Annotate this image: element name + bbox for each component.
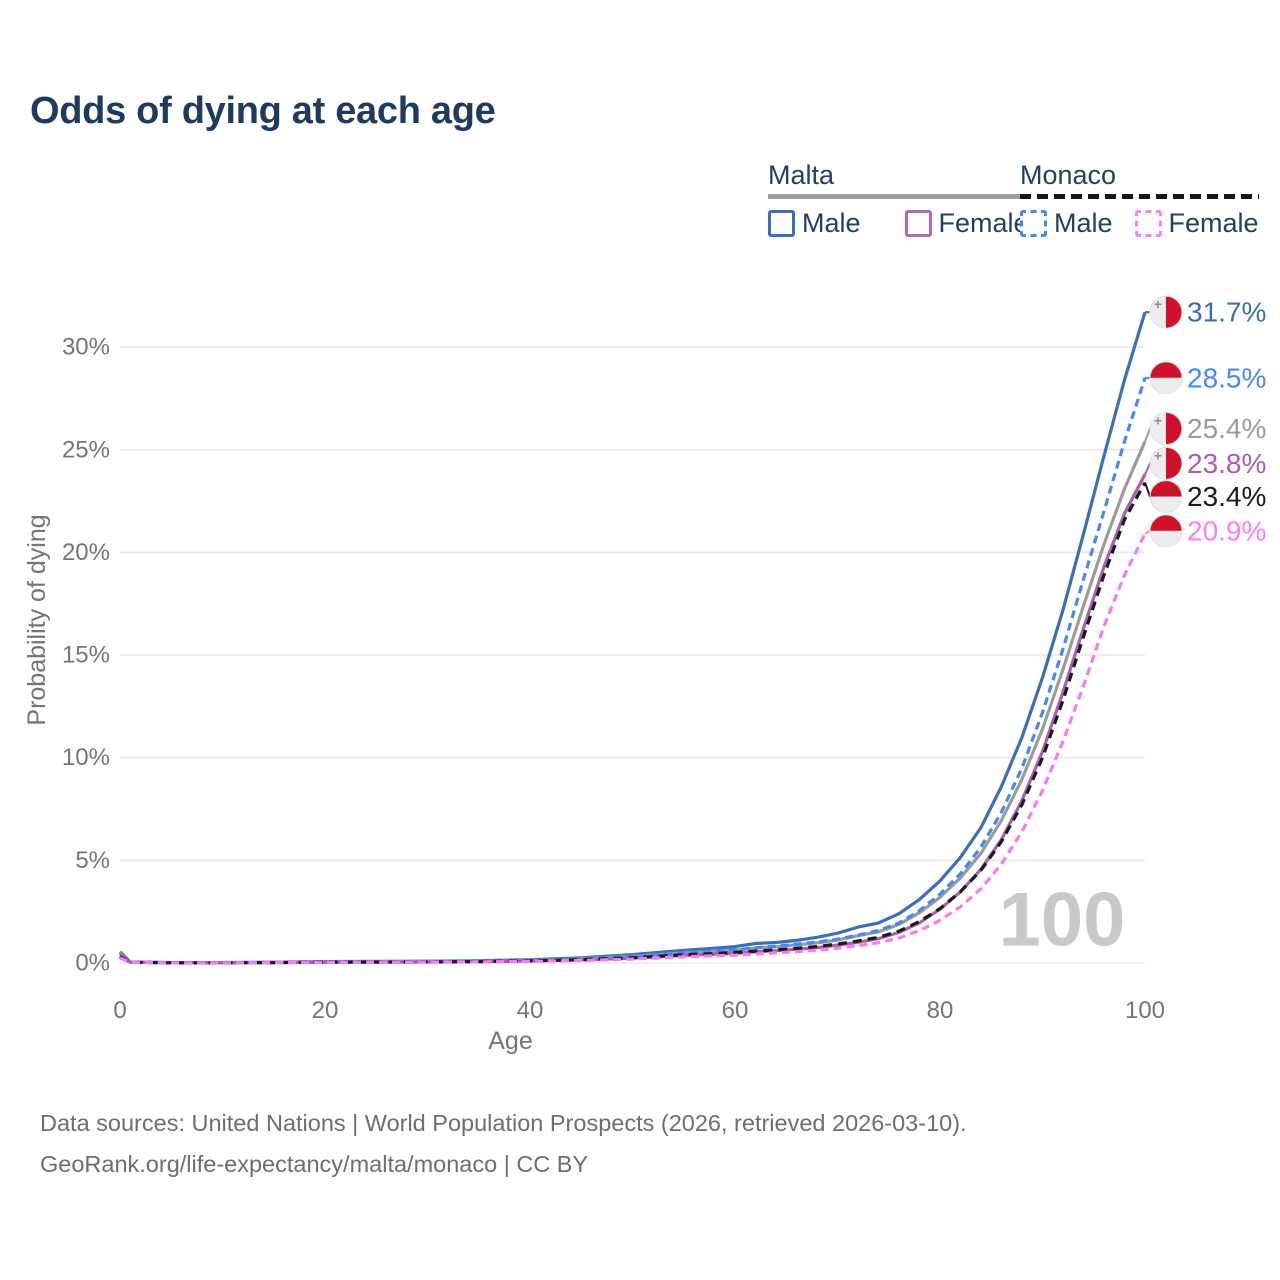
legend-group-malta: Malta Male Female <box>768 160 1029 239</box>
malta-flag-icon <box>1166 296 1182 329</box>
malta-flag-icon <box>1150 296 1166 329</box>
flag-edge <box>1149 480 1183 514</box>
monaco-flag-icon <box>1150 480 1182 497</box>
y-tick-10%: 10% <box>62 744 110 771</box>
data-sources-line: Data sources: United Nations | World Pop… <box>40 1110 967 1136</box>
series-end-label-malta-male: 31.7% <box>1187 297 1266 328</box>
legend-swatch-malta-female[interactable] <box>904 209 932 237</box>
y-tick-25%: 25% <box>62 436 110 463</box>
age-watermark: 100 <box>999 878 1126 963</box>
legend-label-monaco-female: Female <box>1168 207 1259 238</box>
malta-flag-icon <box>1166 447 1182 480</box>
malta-cross-icon: + <box>1154 447 1162 463</box>
legend-country-malta: Malta <box>768 160 835 190</box>
legend-swatch-monaco-female[interactable] <box>1134 209 1162 237</box>
x-tick-0: 0 <box>113 997 126 1024</box>
legend-label-malta-male: Male <box>802 207 861 238</box>
y-axis-title: Probability of dying <box>23 514 51 725</box>
legend-country-monaco: Monaco <box>1020 160 1117 190</box>
x-tick-20: 20 <box>312 997 339 1024</box>
flag-edge <box>1149 295 1183 329</box>
legend-item-monaco-female[interactable]: Female <box>1134 207 1259 239</box>
series-end-label-malta-female: 23.8% <box>1187 448 1266 479</box>
monaco-flag-icon <box>1150 496 1182 513</box>
y-tick-20%: 20% <box>62 539 110 566</box>
legend-line-sample-monaco <box>1020 193 1259 199</box>
source-url-line: GeoRank.org/life-expectancy/malta/monaco… <box>40 1151 589 1177</box>
monaco-flag-icon <box>1150 377 1182 394</box>
series-line-malta-female <box>118 473 1147 965</box>
series-line-monaco-female <box>119 533 1147 965</box>
legend-item-malta-female[interactable]: Female <box>904 207 1029 239</box>
y-tick-15%: 15% <box>62 642 110 669</box>
x-tick-100: 100 <box>1125 997 1165 1024</box>
legend-item-malta-male[interactable]: Male <box>768 208 861 239</box>
series-end-label-monaco-male: 28.5% <box>1187 362 1266 393</box>
series-end-label-monaco-both: 23.4% <box>1187 481 1266 512</box>
series-line-monaco-male <box>119 377 1147 965</box>
legend-swatch-monaco-male[interactable] <box>1020 209 1047 237</box>
y-tick-5%: 5% <box>75 847 110 874</box>
legend-label-malta-female: Female <box>938 207 1029 238</box>
legend-group-monaco: Monaco Male Female <box>1020 160 1259 239</box>
malta-cross-icon: + <box>1154 413 1162 429</box>
attribution-footer: Data sources: United Nations | World Pop… <box>40 1103 967 1185</box>
monaco-flag-icon <box>1150 514 1182 531</box>
series-line-malta-male <box>118 311 1147 965</box>
malta-flag-icon <box>1150 447 1166 480</box>
legend-item-monaco-male[interactable]: Male <box>1020 208 1113 239</box>
y-tick-30%: 30% <box>62 334 110 361</box>
flag-edge <box>1149 446 1183 480</box>
x-axis-title: Age <box>488 1027 532 1055</box>
series-end-label-monaco-female: 20.9% <box>1187 515 1266 546</box>
mortality-line-chart: 0% 5% 10% 15% 20% 25% 30% 0 20 40 60 80 100 Age Probab… <box>23 295 1266 1055</box>
malta-flag-icon <box>1166 412 1182 445</box>
y-tick-0%: 0% <box>75 950 110 977</box>
series-end-label-malta-both: 25.4% <box>1187 413 1266 444</box>
flag-edge <box>1149 361 1183 395</box>
malta-flag-icon <box>1150 412 1166 445</box>
flag-edge <box>1149 412 1183 446</box>
legend-line-sample-malta <box>768 193 1029 199</box>
flag-edge <box>1149 514 1183 548</box>
x-tick-60: 60 <box>722 997 749 1024</box>
monaco-flag-icon <box>1150 361 1182 378</box>
x-tick-80: 80 <box>927 997 954 1024</box>
legend-label-monaco-male: Male <box>1054 207 1113 238</box>
series-line-malta-both <box>118 440 1147 965</box>
series-line-monaco-both <box>119 481 1147 965</box>
legend-swatch-malta-male[interactable] <box>768 209 795 237</box>
page-title: Odds of dying at each age <box>30 90 496 132</box>
x-tick-40: 40 <box>517 997 544 1024</box>
malta-cross-icon: + <box>1154 296 1162 312</box>
monaco-flag-icon <box>1150 530 1182 547</box>
